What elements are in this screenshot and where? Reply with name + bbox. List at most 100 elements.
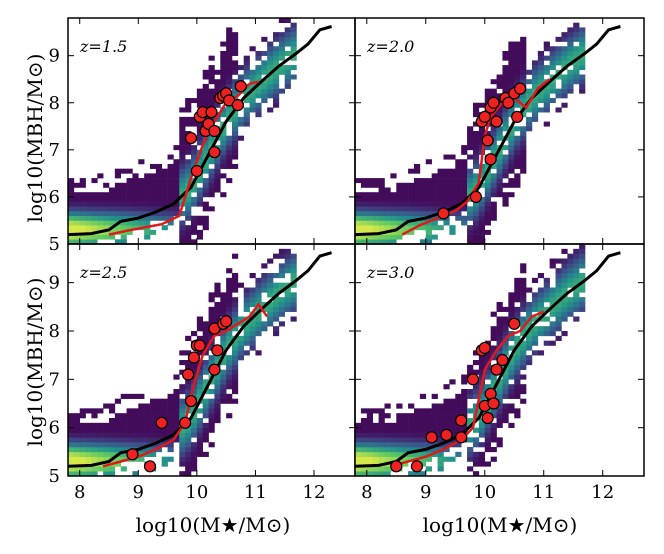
density-bin xyxy=(220,135,227,141)
density-bin xyxy=(79,196,86,202)
density-bin xyxy=(520,163,527,169)
density-bin xyxy=(91,466,98,472)
y-axis-label-bottom: log10(MBH/M⊙) xyxy=(23,278,47,447)
density-bin xyxy=(355,466,362,472)
density-bin xyxy=(220,345,227,351)
density-bin xyxy=(144,427,151,433)
density-bin xyxy=(484,98,491,104)
density-bin xyxy=(390,211,397,217)
density-bin xyxy=(425,211,432,217)
density-bin xyxy=(214,360,221,366)
density-bin xyxy=(520,131,527,137)
density-bin xyxy=(273,253,280,259)
density-bin xyxy=(413,187,421,193)
density-bin xyxy=(490,192,497,198)
density-bin xyxy=(496,331,503,337)
density-bin xyxy=(226,306,233,312)
density-bin xyxy=(419,456,427,462)
density-bin xyxy=(79,201,86,207)
density-bin xyxy=(155,173,163,179)
density-bin xyxy=(120,168,127,174)
density-bin xyxy=(196,316,204,322)
density-bin xyxy=(413,201,421,207)
density-bin xyxy=(167,206,174,212)
density-bin xyxy=(185,229,192,235)
density-bin xyxy=(278,41,286,47)
density-bin xyxy=(173,389,180,395)
median-red-line xyxy=(390,310,545,468)
density-bin xyxy=(425,466,432,472)
density-bin xyxy=(396,229,403,235)
density-bin xyxy=(278,36,286,42)
density-bin xyxy=(431,422,438,428)
density-bin xyxy=(543,69,550,75)
density-bin xyxy=(449,201,456,207)
density-bin xyxy=(138,437,145,443)
density-bin xyxy=(573,273,580,279)
density-bin xyxy=(419,182,427,188)
density-bin xyxy=(150,418,157,424)
density-bin xyxy=(243,88,250,94)
density-bin xyxy=(526,69,533,75)
density-bin xyxy=(150,178,157,184)
density-bin xyxy=(455,173,462,179)
density-bin xyxy=(220,297,227,303)
density-bin xyxy=(208,408,215,414)
density-bin xyxy=(232,374,239,380)
density-bin xyxy=(461,379,468,385)
density-bin xyxy=(443,384,450,390)
density-bin xyxy=(179,168,186,174)
density-bin xyxy=(255,331,262,337)
density-bin xyxy=(372,225,379,231)
density-bin xyxy=(191,413,198,419)
density-bin xyxy=(531,316,539,322)
density-bin xyxy=(390,451,397,457)
density-bin xyxy=(103,234,110,240)
density-bin xyxy=(173,201,180,207)
density-bin xyxy=(173,173,180,179)
density-bin xyxy=(261,306,268,312)
density-bin xyxy=(561,287,568,293)
density-bin xyxy=(402,413,409,419)
density-bin xyxy=(520,350,527,356)
density-bin xyxy=(437,451,444,457)
density-bin xyxy=(73,225,81,231)
density-bin xyxy=(573,302,580,308)
density-bin xyxy=(378,447,385,453)
density-bin xyxy=(579,273,586,279)
density-bin xyxy=(267,287,274,293)
density-bin xyxy=(208,418,215,424)
density-bin xyxy=(579,83,586,89)
density-bin xyxy=(179,384,186,390)
density-bin xyxy=(232,65,239,71)
density-bin xyxy=(508,163,515,169)
x-tick-label: 10 xyxy=(473,482,496,503)
density-bin xyxy=(555,55,562,61)
density-bin xyxy=(126,422,133,428)
density-bin xyxy=(114,187,122,193)
density-bin xyxy=(126,201,133,207)
density-bin xyxy=(85,201,92,207)
density-bin xyxy=(97,422,104,428)
density-bin xyxy=(402,215,409,221)
density-bin xyxy=(202,225,209,231)
density-bin xyxy=(478,360,486,366)
density-bin xyxy=(567,27,574,33)
density-bin xyxy=(455,451,462,457)
density-bin xyxy=(214,102,221,108)
density-bin xyxy=(155,206,163,212)
density-bin xyxy=(68,447,75,453)
density-bin xyxy=(425,201,432,207)
density-bin xyxy=(196,427,204,433)
density-bin xyxy=(372,437,379,443)
density-bin xyxy=(443,456,450,462)
density-bin xyxy=(472,389,480,395)
density-bin xyxy=(232,116,239,122)
density-bin xyxy=(185,389,192,395)
density-bin xyxy=(85,408,92,414)
density-bin xyxy=(561,297,568,303)
density-bin xyxy=(561,248,568,254)
panel-label: z=2.0 xyxy=(366,37,414,56)
density-bin xyxy=(155,187,163,193)
density-bin xyxy=(97,427,104,433)
